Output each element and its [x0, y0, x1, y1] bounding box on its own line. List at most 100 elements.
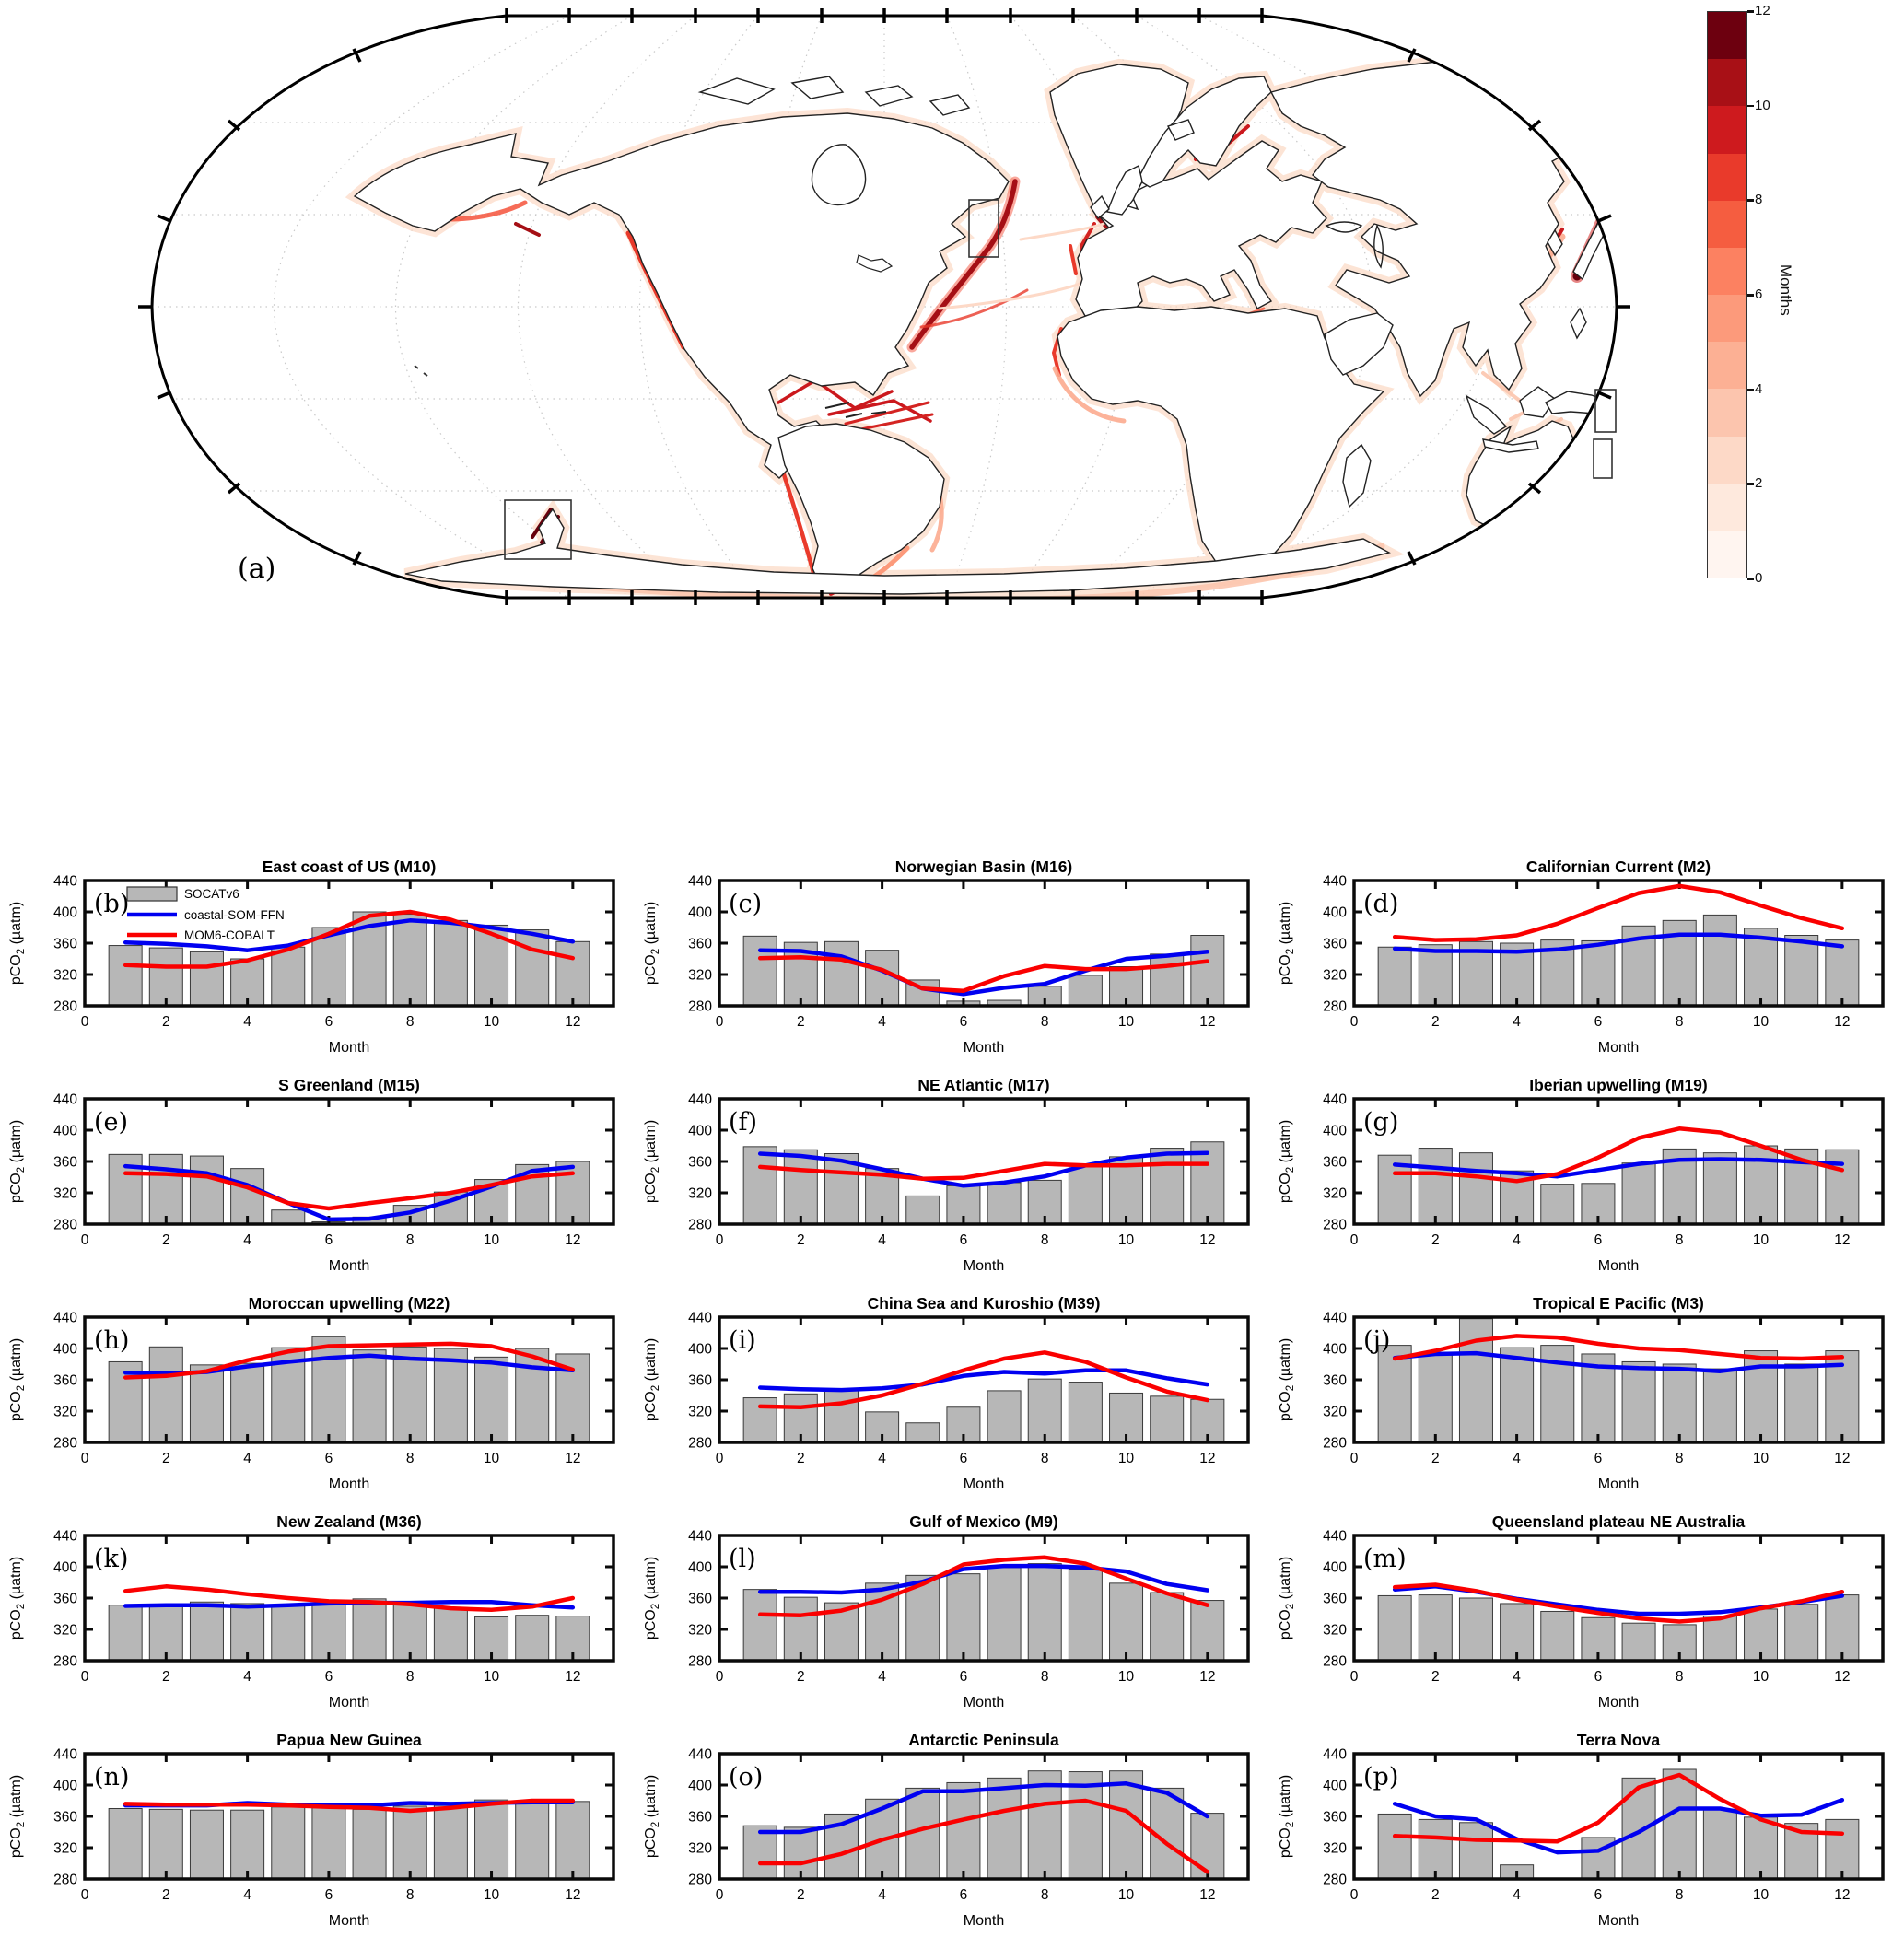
- panel-title: Moroccan upwelling (M22): [249, 1294, 450, 1313]
- y-tick-label: 320: [688, 1623, 712, 1639]
- y-axis-label: pCO2 (µatm): [1278, 902, 1296, 985]
- x-tick-label: 8: [1041, 1451, 1049, 1466]
- bar: [108, 1605, 143, 1662]
- bar: [1150, 953, 1185, 1007]
- bar: [1068, 1569, 1103, 1662]
- x-tick-label: 8: [1041, 1232, 1049, 1248]
- subplot-panel: China Sea and Kuroshio (M39) 0 2 4 6 8 10 12 280…: [643, 1294, 1250, 1492]
- y-tick-label: 440: [53, 1092, 77, 1108]
- subplot-grid: East coast of US (M10) 0 2 4 6 8 10 12 280 320 360…: [0, 857, 1904, 1948]
- region-box: [1593, 438, 1613, 479]
- bar: [1150, 1148, 1185, 1225]
- line-mom6-cobalt: [757, 955, 1210, 994]
- panel-title: Antarctic Peninsula: [908, 1731, 1059, 1749]
- y-tick-label: 440: [53, 874, 77, 890]
- y-tick-label: 400: [53, 1124, 77, 1139]
- bars-socat: [1377, 1768, 1860, 1880]
- x-tick-label: 6: [960, 1887, 968, 1903]
- bar: [1418, 1351, 1453, 1443]
- y-tick-label: 400: [688, 905, 712, 921]
- bar: [515, 1348, 550, 1443]
- colorbar-tick-label: 6: [1755, 286, 1763, 302]
- bar: [271, 1806, 306, 1880]
- y-tick-label: 360: [1323, 1155, 1347, 1171]
- bars-socat: [742, 1141, 1225, 1225]
- bar: [905, 1195, 940, 1225]
- x-axis-label: Month: [964, 1258, 1004, 1274]
- x-tick-label: 4: [243, 1232, 251, 1248]
- x-tick-label: 2: [797, 1014, 805, 1030]
- y-tick-label: 320: [688, 968, 712, 984]
- bar: [189, 1364, 224, 1443]
- x-tick-label: 12: [1199, 1451, 1215, 1466]
- x-tick-label: 2: [162, 1451, 170, 1466]
- x-tick-label: 8: [406, 1451, 415, 1466]
- y-axis-label: pCO2 (µatm): [1278, 1338, 1296, 1421]
- bar: [1458, 1822, 1493, 1880]
- subplot-panel: Gulf of Mexico (M9) 0 2 4 6 8 10 12 280 320 360 400…: [643, 1512, 1250, 1710]
- line-mom6-cobalt: [757, 1350, 1210, 1410]
- x-tick-label: 10: [484, 1232, 500, 1248]
- x-tick-label: 4: [1513, 1014, 1521, 1030]
- x-tick-label: 8: [1676, 1451, 1684, 1466]
- x-tick-label: 6: [325, 1669, 333, 1685]
- x-tick-label: 8: [406, 1014, 415, 1030]
- x-tick-label: 6: [960, 1451, 968, 1466]
- y-tick-label: 320: [688, 1405, 712, 1420]
- y-axis-label: pCO2 (µatm): [8, 1338, 27, 1421]
- y-axis-label: pCO2 (µatm): [643, 1557, 661, 1640]
- x-axis-label: Month: [964, 1695, 1004, 1710]
- subplot-panel: Papua New Guinea 0 2 4 6 8 10 12 280 320 360 400 440…: [8, 1731, 615, 1929]
- y-tick-label: 280: [53, 1436, 77, 1452]
- line-coastal-som-ffn: [1392, 1797, 1845, 1855]
- x-tick-label: 0: [1350, 1014, 1359, 1030]
- x-tick-label: 2: [162, 1669, 170, 1685]
- bar: [1150, 1592, 1185, 1662]
- x-tick-label: 0: [81, 1232, 89, 1248]
- colorbar-segment: [1708, 483, 1746, 531]
- y-tick-label: 360: [688, 1373, 712, 1389]
- y-axis-label: pCO2 (µatm): [643, 1338, 661, 1421]
- y-tick-label: 320: [53, 1186, 77, 1202]
- colorbar-segment: [1708, 59, 1746, 107]
- panel-title: S Greenland (M15): [278, 1076, 420, 1094]
- bar: [1068, 1164, 1103, 1225]
- x-tick-label: 2: [162, 1887, 170, 1903]
- bar: [1784, 935, 1819, 1007]
- bar: [108, 945, 143, 1007]
- axis-ticks: [718, 1752, 1248, 1881]
- subplot-panel: Queensland plateau NE Australia 0 2 4 6 8 10 12…: [1278, 1512, 1885, 1710]
- axis-ticks: [83, 1534, 613, 1663]
- x-tick-label: 8: [1041, 1014, 1049, 1030]
- axis-ticks: [1352, 1534, 1883, 1663]
- x-tick-label: 6: [960, 1014, 968, 1030]
- x-axis-label: Month: [329, 1913, 369, 1929]
- bar: [1702, 1808, 1737, 1880]
- y-tick-label: 440: [1323, 1311, 1347, 1326]
- y-tick-label: 320: [1323, 968, 1347, 984]
- panel-title: East coast of US (M10): [263, 858, 437, 876]
- bar: [987, 1777, 1022, 1880]
- y-tick-label: 440: [688, 1092, 712, 1108]
- x-tick-label: 10: [484, 1669, 500, 1685]
- x-tick-label: 0: [1350, 1887, 1359, 1903]
- colorbar-tick-label: 4: [1755, 380, 1763, 397]
- bar: [1500, 1347, 1535, 1443]
- bar: [433, 1348, 468, 1443]
- bar: [148, 947, 183, 1007]
- bar: [946, 1573, 981, 1662]
- bar: [1068, 974, 1103, 1007]
- bar: [1190, 1813, 1225, 1880]
- x-tick-label: 12: [1834, 1669, 1850, 1685]
- bar: [1190, 1600, 1225, 1662]
- axis-ticks: [83, 1752, 613, 1881]
- y-axis-label: pCO2 (µatm): [8, 1775, 27, 1858]
- bar: [1621, 1622, 1656, 1662]
- y-tick-label: 280: [1323, 1218, 1347, 1233]
- line-mom6-cobalt: [757, 1798, 1210, 1874]
- bar: [1744, 1145, 1779, 1225]
- bar: [1027, 1563, 1062, 1662]
- line-mom6-cobalt: [1392, 1772, 1845, 1844]
- bar: [230, 1809, 265, 1880]
